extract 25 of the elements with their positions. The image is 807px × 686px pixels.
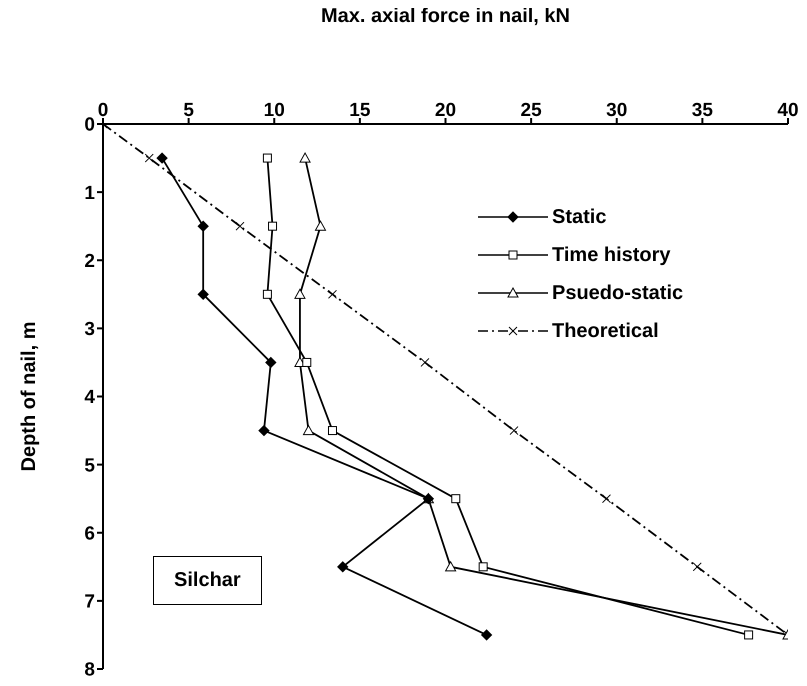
x-tick-label: 0 [98,100,108,121]
x-axis-title: Max. axial force in nail, kN [321,5,570,28]
x-tick-label: 10 [264,100,285,121]
x-tick-label: 40 [777,100,799,121]
legend-label: Theoretical [552,320,659,342]
legend-label: Static [552,206,606,228]
x-tick-label: 35 [692,100,714,121]
y-tick-label: 7 [84,592,95,613]
x-tick-label: 20 [434,100,456,121]
x-tick-label: 15 [349,100,371,121]
y-tick-label: 0 [84,114,95,136]
y-tick-label: 1 [84,182,96,204]
y-tick-label: 4 [84,387,96,408]
y-tick-label: 3 [84,319,95,340]
y-tick-label: 6 [84,523,95,544]
y-axis-title: Depth of nail, m [18,322,40,472]
legend-label: Time history [552,244,671,266]
x-tick-label: 5 [183,100,194,121]
y-tick-label: 8 [84,660,95,681]
y-tick-label: 5 [84,455,96,476]
legend-label: Psuedo-static [552,282,684,304]
annotation: Silchar [153,556,262,605]
x-tick-label: 25 [520,100,542,121]
x-tick-label: 30 [606,100,628,121]
y-tick-label: 2 [84,250,95,272]
